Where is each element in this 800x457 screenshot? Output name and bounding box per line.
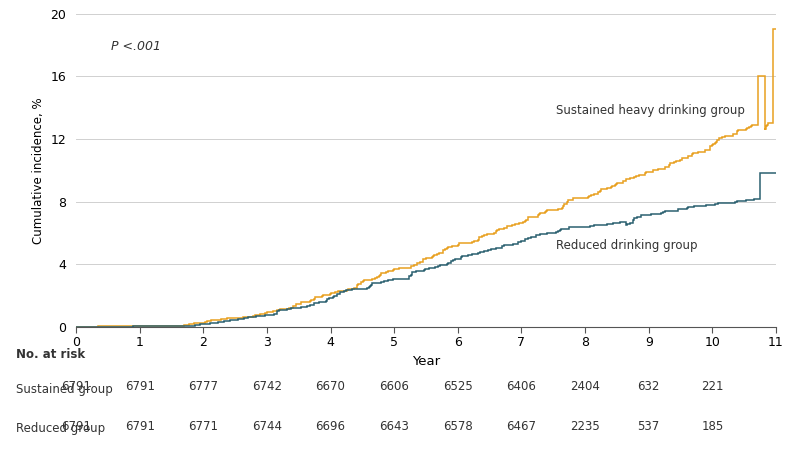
Text: 6670: 6670 — [316, 381, 346, 393]
Text: 6525: 6525 — [443, 381, 473, 393]
Text: 6744: 6744 — [252, 420, 282, 433]
Text: 185: 185 — [702, 420, 723, 433]
Text: 6643: 6643 — [379, 420, 409, 433]
Text: 537: 537 — [638, 420, 660, 433]
Text: 6578: 6578 — [443, 420, 473, 433]
Text: 6791: 6791 — [125, 420, 154, 433]
Text: 632: 632 — [638, 381, 660, 393]
Text: No. at risk: No. at risk — [17, 348, 86, 361]
Y-axis label: Cumulative incidence, %: Cumulative incidence, % — [32, 97, 45, 244]
Text: 6406: 6406 — [506, 381, 536, 393]
Text: 6467: 6467 — [506, 420, 537, 433]
Text: Reduced group: Reduced group — [17, 422, 106, 436]
Text: 2235: 2235 — [570, 420, 600, 433]
Text: 2404: 2404 — [570, 381, 600, 393]
Text: 6791: 6791 — [125, 381, 154, 393]
Text: 6777: 6777 — [188, 381, 218, 393]
Text: Reduced drinking group: Reduced drinking group — [557, 239, 698, 252]
Text: Sustained group: Sustained group — [17, 383, 114, 396]
X-axis label: Year: Year — [412, 355, 440, 368]
Text: 6606: 6606 — [379, 381, 409, 393]
Text: 6771: 6771 — [188, 420, 218, 433]
Text: 6696: 6696 — [315, 420, 346, 433]
Text: 221: 221 — [701, 381, 724, 393]
Text: Sustained heavy drinking group: Sustained heavy drinking group — [557, 104, 746, 117]
Text: 6791: 6791 — [61, 381, 91, 393]
Text: 6742: 6742 — [252, 381, 282, 393]
Text: P <.001: P <.001 — [111, 40, 161, 53]
Text: 6791: 6791 — [61, 420, 91, 433]
